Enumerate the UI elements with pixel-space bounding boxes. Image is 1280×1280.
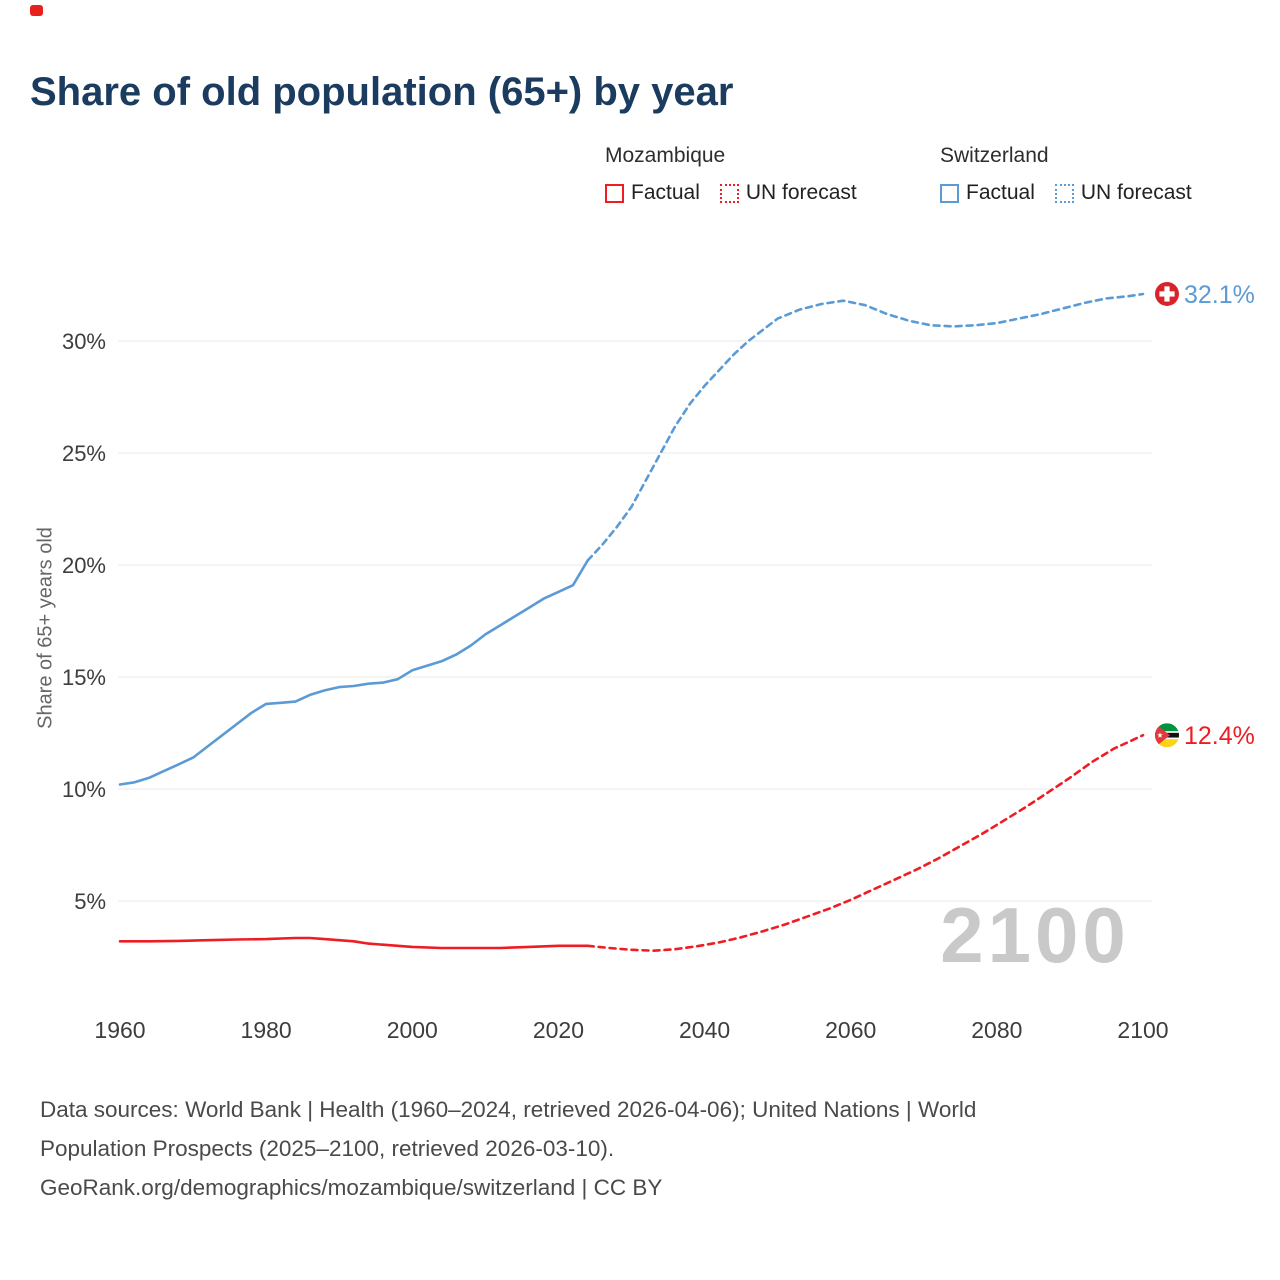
corner-dot [30, 5, 43, 16]
switzerland-factual-line [118, 559, 589, 786]
legend-item-mozambique-forecast: UN forecast [719, 181, 857, 205]
y-tick-label: 15% [62, 665, 106, 690]
gridlines [118, 340, 1152, 902]
x-tick-label: 2020 [533, 1017, 584, 1043]
legend-item-label: Factual [631, 181, 700, 204]
y-tick-label: 20% [62, 553, 106, 578]
mozambique-end-label: 12.4% [1184, 722, 1255, 750]
legend-item-mozambique-factual: Factual [605, 181, 700, 205]
x-tick-label: 2100 [1117, 1017, 1168, 1043]
watermark-2100: 2100 [940, 891, 1130, 979]
factual-swatch-icon [940, 183, 959, 203]
mozambique-factual-line [118, 936, 589, 950]
legend-item-switzerland-factual: Factual [940, 181, 1035, 205]
x-tick-label: 1980 [241, 1017, 292, 1043]
legend-group-title-switzerland: Switzerland [940, 144, 1049, 167]
x-tick-labels: 1960 1980 2000 2020 2040 2060 2080 2100 [94, 1017, 1168, 1043]
forecast-swatch-icon [1054, 183, 1074, 203]
switzerland-un-forecast-line [586, 292, 1145, 562]
y-tick-label: 30% [62, 329, 106, 354]
y-tick-label: 10% [62, 777, 106, 802]
legend-group-mozambique: Mozambique Factual UN forecast [605, 144, 857, 205]
mozambique-flag-icon [1155, 723, 1179, 748]
switzerland-end-label: 32.1% [1184, 281, 1255, 309]
chart-svg: 5% 10% 15% 20% 25% 30% 1960 1980 2000 2020 2040 20… [62, 281, 1255, 1043]
legend-item-label: UN forecast [1080, 181, 1192, 204]
mozambique-un-forecast-line [586, 733, 1145, 952]
legend-item-label: Factual [966, 181, 1035, 204]
factual-swatch-icon [605, 183, 624, 203]
footer-line-3: GeoRank.org/demographics/mozambique/swit… [40, 1175, 663, 1200]
x-tick-label: 1960 [94, 1017, 145, 1043]
footer: Data sources: World Bank | Health (1960–… [40, 1090, 976, 1207]
legend-item-label: UN forecast [745, 181, 857, 204]
x-tick-label: 2080 [971, 1017, 1022, 1043]
page-title: Share of old population (65+) by year [30, 70, 734, 114]
y-tick-label: 25% [62, 441, 106, 466]
footer-line-2: Population Prospects (2025–2100, retriev… [40, 1136, 615, 1161]
legend-item-switzerland-forecast: UN forecast [1054, 181, 1192, 205]
legend-group-switzerland: Switzerland Factual UN forecast [940, 144, 1192, 205]
x-tick-label: 2060 [825, 1017, 876, 1043]
series-lines [118, 292, 1145, 952]
x-tick-label: 2000 [387, 1017, 438, 1043]
legend-group-title-mozambique: Mozambique [605, 144, 726, 167]
switzerland-flag-icon [1155, 281, 1179, 306]
forecast-swatch-icon [719, 183, 739, 203]
y-tick-labels: 5% 10% 15% 20% 25% 30% [62, 329, 106, 914]
x-tick-label: 2040 [679, 1017, 730, 1043]
footer-line-1: Data sources: World Bank | Health (1960–… [40, 1097, 977, 1122]
y-tick-label: 5% [74, 889, 106, 914]
